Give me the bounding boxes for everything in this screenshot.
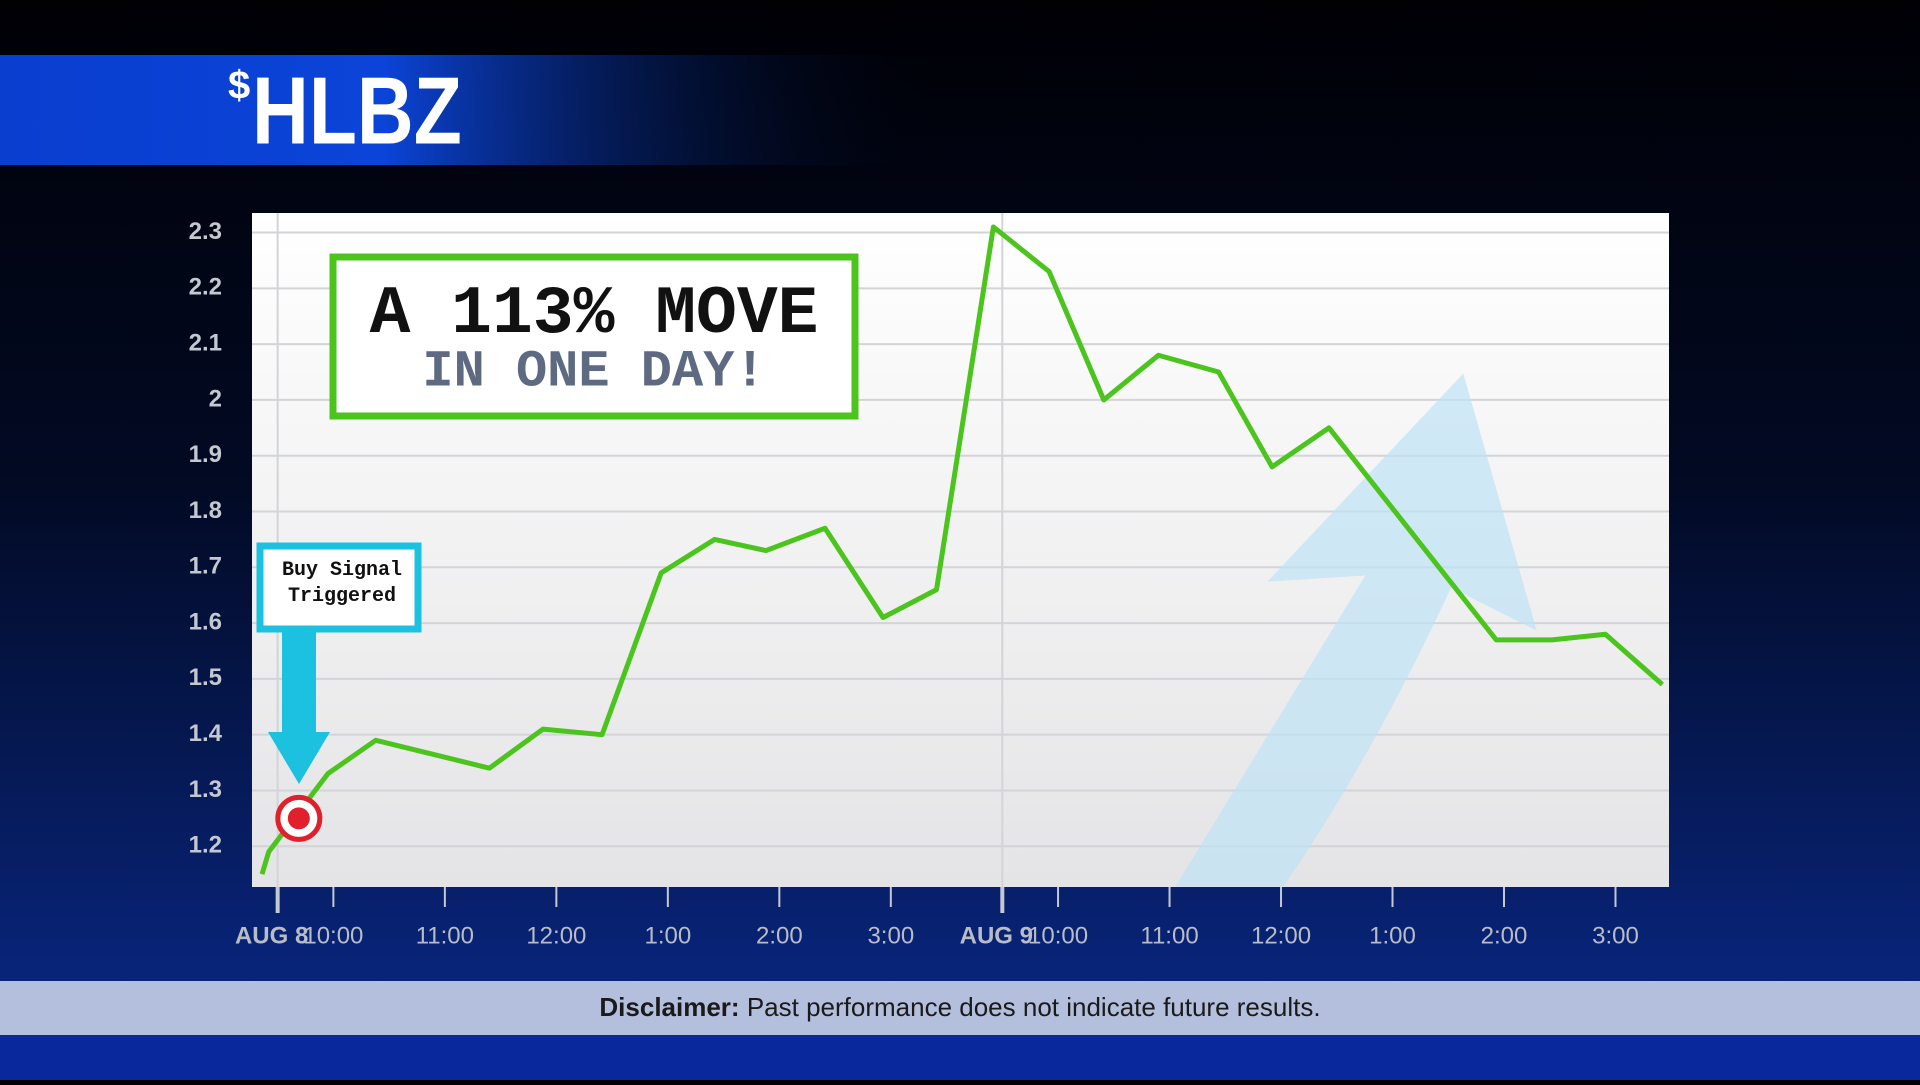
chart-title: HLBZ — [252, 57, 462, 164]
y-tick-label: 2.3 — [189, 218, 222, 245]
x-tick-label: AUG 9 — [960, 922, 1033, 949]
x-tick-label: 1:00 — [1369, 922, 1416, 949]
y-tick-label: 2.1 — [189, 329, 222, 356]
x-tick-label: 3:00 — [867, 922, 914, 949]
callout-headline: A 113% MOVE — [370, 276, 819, 353]
y-tick-label: 1.5 — [189, 664, 222, 691]
x-tick-label: 12:00 — [1251, 922, 1311, 949]
disclaimer-label: Disclaimer: — [599, 992, 739, 1022]
y-tick-label: 2 — [209, 385, 222, 412]
title-band — [0, 55, 1920, 165]
callout-box — [329, 253, 859, 420]
y-tick-label: 2.2 — [189, 274, 222, 301]
y-tick-label: 1.6 — [189, 608, 222, 635]
x-tick-label: 11:00 — [416, 922, 474, 949]
y-tick-label: 1.9 — [189, 441, 222, 468]
y-tick-label: 1.4 — [189, 720, 223, 747]
x-tick-label: 10:00 — [1028, 922, 1088, 949]
disclaimer: Disclaimer: Past performance does not in… — [599, 992, 1320, 1022]
signal-label: Buy Signal Triggered — [281, 559, 403, 608]
x-tick-label: 10:00 — [303, 922, 363, 949]
x-tick-label: 11:00 — [1140, 922, 1198, 949]
signal-arrow — [268, 632, 330, 784]
y-tick-label: 1.8 — [189, 497, 222, 524]
decorative-arrow — [1175, 373, 1537, 887]
disclaimer-band — [0, 981, 1920, 1035]
ticker-symbol: $ — [228, 64, 250, 108]
y-tick-label: 1.3 — [189, 776, 222, 803]
x-tick-label: 1:00 — [644, 922, 691, 949]
x-tick-label: 2:00 — [1481, 922, 1528, 949]
signal-dot — [287, 807, 310, 830]
x-tick-label: 3:00 — [1592, 922, 1639, 949]
price-line — [259, 224, 1664, 875]
signal-label-wrap: Buy Signal Triggered — [281, 559, 403, 608]
disclaimer-text: Past performance does not indicate futur… — [747, 992, 1321, 1022]
callout-subline: IN ONE DAY! — [422, 343, 765, 402]
x-tick-label: 2:00 — [756, 922, 803, 949]
x-tick-label: AUG 8 — [235, 922, 308, 949]
x-tick-label: 12:00 — [526, 922, 586, 949]
bottom-band — [0, 1035, 1920, 1080]
signal-box — [256, 542, 422, 633]
y-tick-label: 1.2 — [189, 832, 222, 859]
y-tick-label: 1.7 — [189, 553, 222, 580]
